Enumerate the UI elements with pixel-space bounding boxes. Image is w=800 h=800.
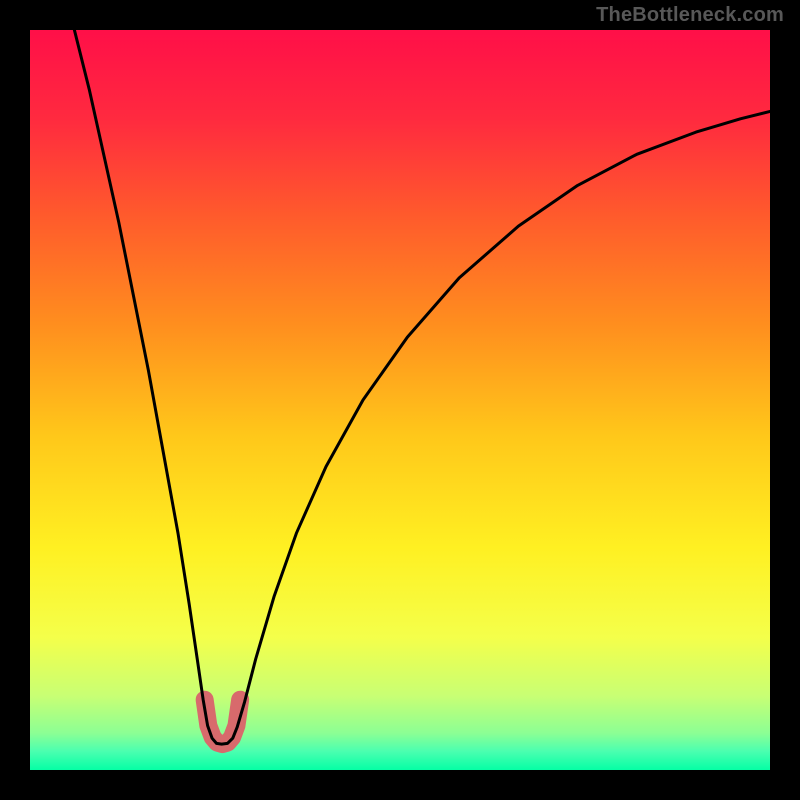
chart-background — [30, 30, 770, 770]
chart-stage: TheBottleneck.com — [0, 0, 800, 800]
bottleneck-chart — [0, 0, 800, 800]
